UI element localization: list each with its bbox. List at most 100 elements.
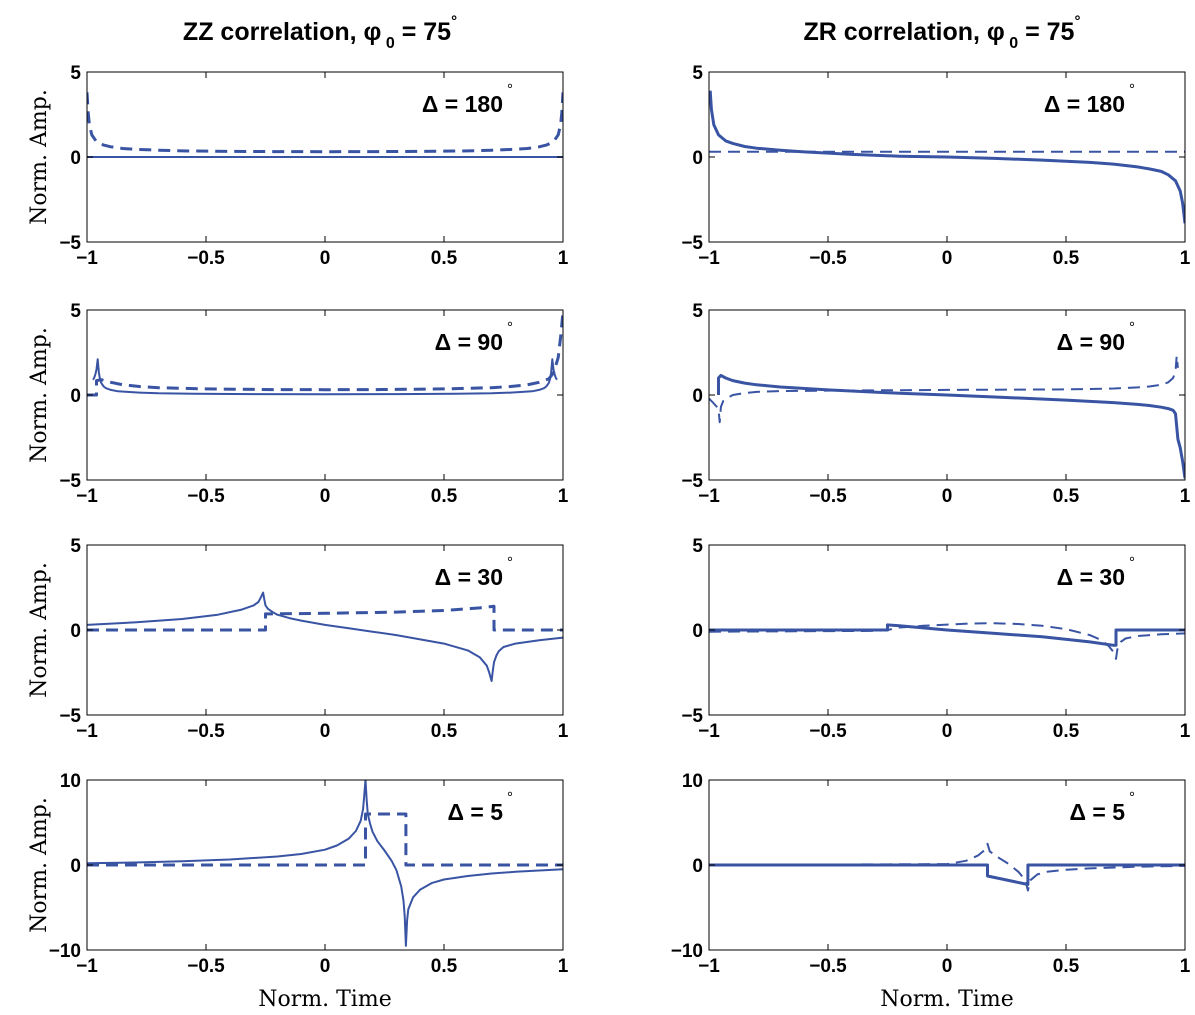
- x-tick-label: −0.5: [187, 486, 225, 507]
- x-tick-label: 0.5: [1053, 721, 1080, 742]
- y-tick-label: −5: [59, 471, 81, 492]
- x-tick-label: 0.5: [431, 721, 458, 742]
- x-tick-label: 0.5: [1053, 956, 1080, 977]
- y-tick-label: −5: [681, 233, 703, 254]
- delta-annotation: Δ = 180: [422, 91, 503, 117]
- delta-degree-mark: °: [1129, 554, 1135, 571]
- y-tick-label: 10: [60, 771, 81, 792]
- panel-8: −1 −0.5 0 0.5 1 −10 0 10 Δ = 5° Norm. Time: [671, 771, 1191, 1012]
- delta-degree-mark: °: [1129, 319, 1135, 336]
- y-tick-label: 0: [70, 621, 81, 642]
- delta-annotation: Δ = 5: [1069, 799, 1125, 825]
- x-tick-label: 1: [1180, 486, 1191, 507]
- x-tick-label: −1: [76, 956, 98, 977]
- x-tick-label: −1: [698, 486, 720, 507]
- column-title-2: ZR correlation, φ 0 = 75°: [804, 13, 1081, 52]
- x-tick-label: −0.5: [809, 486, 847, 507]
- series-solid-line: [709, 623, 1185, 647]
- x-tick-label: 1: [558, 248, 569, 269]
- panel-6: −1 −0.5 0 0.5 1 −5 0 5 Δ = 30°: [681, 536, 1190, 742]
- x-tick-label: 1: [1180, 721, 1191, 742]
- delta-degree-mark: °: [1129, 81, 1135, 98]
- x-tick-label: 0: [942, 721, 953, 742]
- x-tick-label: −0.5: [809, 248, 847, 269]
- panel-2: −1 −0.5 0 0.5 1 −5 0 5 Δ = 180°: [681, 63, 1190, 269]
- y-tick-label: 0: [70, 856, 81, 877]
- y-tick-label: 5: [70, 301, 81, 322]
- x-tick-label: 0: [942, 248, 953, 269]
- delta-annotation: Δ = 30: [1057, 564, 1125, 590]
- column-titles: ZZ correlation, φ 0 = 75° ZR correlation,…: [183, 13, 1081, 52]
- series-solid-line: [87, 780, 563, 947]
- y-axis-label: Norm. Amp.: [27, 327, 52, 463]
- series-dashed-line: [87, 604, 563, 632]
- panel-5: −1 −0.5 0 0.5 1 −5 0 5 Δ = 30° Norm. Amp.: [27, 536, 569, 742]
- y-tick-label: −10: [671, 941, 703, 962]
- x-tick-label: −1: [76, 486, 98, 507]
- y-axis-label: Norm. Amp.: [27, 562, 52, 698]
- y-tick-label: 5: [70, 536, 81, 557]
- y-tick-label: −10: [49, 941, 81, 962]
- delta-degree-mark: °: [1129, 789, 1135, 806]
- series-dashed-line: [709, 354, 1179, 424]
- y-tick-label: −5: [681, 471, 703, 492]
- series-dashed-line: [709, 622, 1185, 660]
- x-tick-label: 1: [1180, 956, 1191, 977]
- panel-3: −1 −0.5 0 0.5 1 −5 0 5 Δ = 90° Norm. Amp.: [27, 301, 569, 507]
- x-axis-label: Norm. Time: [258, 987, 391, 1012]
- x-tick-label: −0.5: [187, 956, 225, 977]
- x-tick-label: 0: [942, 956, 953, 977]
- delta-degree-mark: °: [507, 554, 513, 571]
- x-tick-label: 0.5: [431, 248, 458, 269]
- y-axis-label: Norm. Amp.: [27, 797, 52, 933]
- y-tick-label: −5: [59, 706, 81, 727]
- panel-1: −1 −0.5 0 0.5 1 −5 0 5 Δ = 180° Norm. Amp.: [27, 63, 569, 269]
- x-tick-label: 0: [320, 956, 331, 977]
- y-tick-label: 0: [692, 148, 703, 169]
- y-axis-label: Norm. Amp.: [27, 89, 52, 225]
- y-tick-label: 5: [692, 63, 703, 84]
- delta-degree-mark: °: [507, 789, 513, 806]
- y-tick-label: −5: [681, 706, 703, 727]
- y-tick-label: 0: [70, 386, 81, 407]
- y-tick-label: 0: [692, 386, 703, 407]
- delta-annotation: Δ = 5: [447, 799, 503, 825]
- x-tick-label: 0.5: [431, 486, 458, 507]
- x-tick-label: 0.5: [431, 956, 458, 977]
- x-tick-label: −1: [76, 248, 98, 269]
- y-tick-label: 5: [692, 536, 703, 557]
- x-tick-label: −0.5: [809, 956, 847, 977]
- x-tick-label: 1: [558, 956, 569, 977]
- y-tick-label: 0: [692, 621, 703, 642]
- x-tick-label: 0: [320, 486, 331, 507]
- panel-4: −1 −0.5 0 0.5 1 −5 0 5 Δ = 90°: [681, 301, 1190, 507]
- x-tick-label: −1: [76, 721, 98, 742]
- series-dashed-line: [87, 311, 563, 397]
- series-solid-line: [87, 591, 563, 682]
- x-tick-label: 0: [320, 721, 331, 742]
- x-tick-label: 0.5: [1053, 486, 1080, 507]
- x-tick-label: −0.5: [187, 721, 225, 742]
- x-tick-label: 0.5: [1053, 248, 1080, 269]
- delta-degree-mark: °: [507, 319, 513, 336]
- delta-degree-mark: °: [507, 81, 513, 98]
- y-tick-label: 10: [682, 771, 703, 792]
- x-tick-label: 0: [320, 248, 331, 269]
- y-tick-label: 5: [70, 63, 81, 84]
- x-tick-label: −1: [698, 248, 720, 269]
- delta-annotation: Δ = 180: [1044, 91, 1125, 117]
- column-title-1: ZZ correlation, φ 0 = 75°: [183, 13, 457, 52]
- series-dashed-line: [87, 812, 563, 867]
- x-tick-label: 1: [1180, 248, 1191, 269]
- series-solid-line: [709, 90, 1185, 224]
- delta-annotation: Δ = 90: [435, 329, 503, 355]
- series-dashed-line: [709, 842, 1185, 892]
- y-tick-label: 0: [70, 148, 81, 169]
- x-tick-label: −1: [698, 721, 720, 742]
- x-tick-label: 0: [942, 486, 953, 507]
- x-tick-label: 1: [558, 721, 569, 742]
- delta-annotation: Δ = 90: [1057, 329, 1125, 355]
- y-tick-label: 5: [692, 301, 703, 322]
